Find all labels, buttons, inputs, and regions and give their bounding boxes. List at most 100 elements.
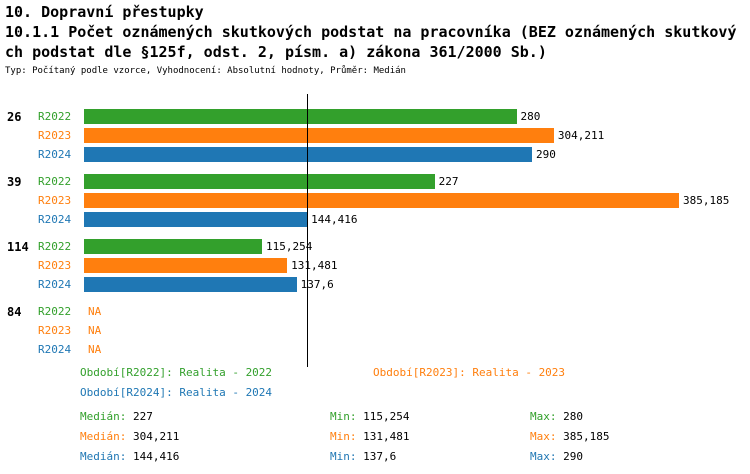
- bar: [84, 174, 435, 189]
- chart-title: 10. Dopravní přestupky: [5, 3, 204, 21]
- legend-item-r2024: Období[R2024]: Realita - 2024: [80, 386, 273, 399]
- chart-subtitle-line1: 10.1.1 Počet oznámených skutkových podst…: [5, 23, 737, 41]
- bar-area: 144,416: [84, 212, 750, 227]
- series-label: R2024: [38, 343, 72, 356]
- na-value-label: NA: [88, 305, 102, 318]
- bar-group: 84 R2022 NA R2023 NA R2024 NA: [0, 302, 750, 359]
- stat-min-r2024: Min: 137,6: [330, 450, 396, 463]
- category-label: 84: [7, 304, 22, 319]
- series-label: R2023: [38, 324, 72, 337]
- bar: [84, 258, 288, 273]
- stat-median-r2022: Medián: 227: [80, 410, 153, 423]
- stat-median-r2023: Medián: 304,211: [80, 430, 179, 443]
- bar: [84, 128, 554, 143]
- category-label: 114: [7, 239, 29, 254]
- bar-row: R2023 NA: [0, 321, 750, 340]
- series-label: R2022: [38, 240, 72, 253]
- bar-group: 114 R2022 115,254 R2023 131,481 R2024 137,6: [0, 237, 750, 294]
- bar-area: 385,185: [84, 193, 750, 208]
- bar: [84, 193, 679, 208]
- series-label: R2024: [38, 213, 72, 226]
- stat-max-r2023: Max: 385,185: [530, 430, 609, 443]
- bar: [84, 147, 532, 162]
- legend-item-r2023: Období[R2023]: Realita - 2023: [373, 366, 566, 379]
- stat-label: Max:: [530, 410, 557, 423]
- chart-subtitle-line2: ch podstat dle §125f, odst. 2, písm. a) …: [5, 43, 547, 61]
- bar-area: NA: [84, 342, 750, 357]
- category-label: 26: [7, 109, 22, 124]
- bar-area: 227: [84, 174, 750, 189]
- bar-value-label: 227: [438, 175, 459, 188]
- stat-label: Max:: [530, 430, 557, 443]
- stat-label: Min:: [330, 410, 357, 423]
- bar-row: R2023 385,185: [0, 191, 750, 210]
- stat-max-r2022: Max: 280: [530, 410, 583, 423]
- stat-median-r2024: Medián: 144,416: [80, 450, 179, 463]
- stat-value: 280: [563, 410, 583, 423]
- stat-value: 304,211: [132, 430, 180, 443]
- bar-value-label: 290: [536, 148, 556, 161]
- legend-item-r2022: Období[R2022]: Realita - 2022: [80, 366, 273, 379]
- bar-value-label: 131,481: [291, 259, 338, 272]
- bar-value-label: 304,211: [557, 129, 605, 142]
- bar-area: NA: [84, 304, 750, 319]
- na-value-label: NA: [88, 324, 102, 337]
- stat-label: Min:: [330, 450, 357, 463]
- stat-max-r2024: Max: 290: [530, 450, 583, 463]
- stat-label: Min:: [330, 430, 357, 443]
- bar-group: 26 R2022 280 R2023 304,211 R2024 290: [0, 107, 750, 164]
- bar-area: 304,211: [84, 128, 750, 143]
- bar-row: R2023 304,211: [0, 126, 750, 145]
- bar-row: R2023 131,481: [0, 256, 750, 275]
- bar: [84, 109, 517, 124]
- bar-value-label: 280: [520, 110, 541, 123]
- stat-label: Medián:: [80, 450, 127, 463]
- bar-chart: 26 R2022 280 R2023 304,211 R2024 290 39 R2022 227…: [0, 94, 750, 367]
- chart-meta: Typ: Počítaný podle vzorce, Vyhodnocení:…: [5, 66, 406, 76]
- bar-area: 131,481: [84, 258, 750, 273]
- bar-area: 137,6: [84, 277, 750, 292]
- bar-row: R2024 290: [0, 145, 750, 164]
- stat-value: 131,481: [363, 430, 410, 443]
- series-label: R2023: [38, 194, 72, 207]
- median-line: [307, 94, 308, 367]
- stat-value: 115,254: [363, 410, 410, 423]
- bar: [84, 212, 308, 227]
- stat-value: 290: [563, 450, 583, 463]
- series-label: R2024: [38, 148, 72, 161]
- chart-footer: Období[R2022]: Realita - 2022 Období[R20…: [0, 366, 750, 472]
- chart-header: 10. Dopravní přestupky 10.1.1 Počet ozná…: [5, 2, 750, 78]
- bar: [84, 239, 262, 254]
- bar-area: NA: [84, 323, 750, 338]
- series-label: R2024: [38, 278, 72, 291]
- stat-min-r2023: Min: 131,481: [330, 430, 409, 443]
- bar-row: R2024 137,6: [0, 275, 750, 294]
- series-label: R2023: [38, 129, 72, 142]
- series-label: R2023: [38, 259, 72, 272]
- bar-area: 290: [84, 147, 750, 162]
- series-label: R2022: [38, 175, 72, 188]
- bar-row: 84 R2022 NA: [0, 302, 750, 321]
- na-value-label: NA: [88, 343, 102, 356]
- stat-label: Max:: [530, 450, 557, 463]
- stat-value: 227: [132, 410, 153, 423]
- stat-min-r2022: Min: 115,254: [330, 410, 409, 423]
- bar-row: R2024 144,416: [0, 210, 750, 229]
- bar-value-label: 144,416: [311, 213, 358, 226]
- bar: [84, 277, 297, 292]
- stat-label: Medián:: [80, 430, 127, 443]
- bar-area: 280: [84, 109, 750, 124]
- bar-row: 26 R2022 280: [0, 107, 750, 126]
- bar-row: 114 R2022 115,254: [0, 237, 750, 256]
- category-label: 39: [7, 174, 22, 189]
- series-label: R2022: [38, 110, 72, 123]
- bar-value-label: 115,254: [266, 240, 313, 253]
- bar-area: 115,254: [84, 239, 750, 254]
- bar-group: 39 R2022 227 R2023 385,185 R2024 144,416: [0, 172, 750, 229]
- stat-label: Medián:: [80, 410, 127, 423]
- bar-value-label: 137,6: [300, 278, 334, 291]
- series-label: R2022: [38, 305, 72, 318]
- bar-row: R2024 NA: [0, 340, 750, 359]
- stat-value: 385,185: [563, 430, 610, 443]
